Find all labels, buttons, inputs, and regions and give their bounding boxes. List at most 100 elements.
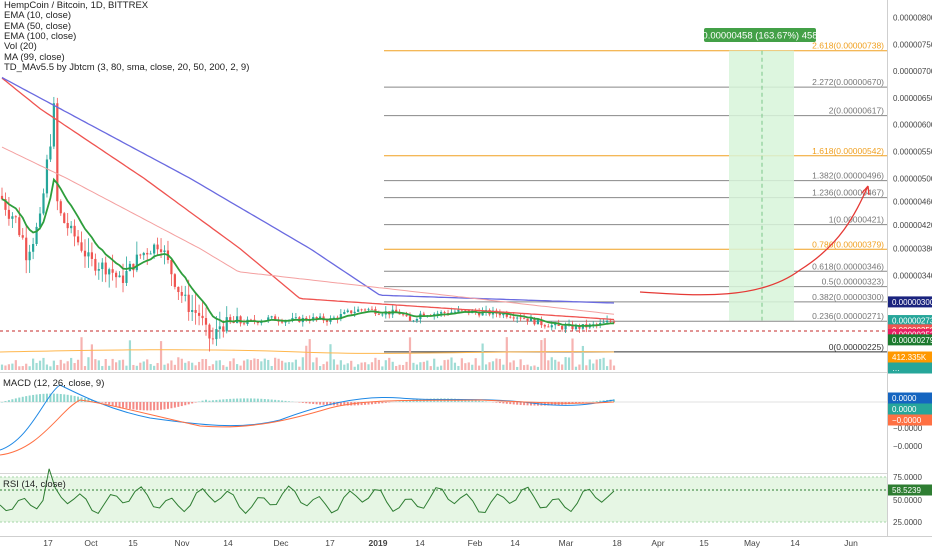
macd-histogram-bar bbox=[105, 402, 107, 404]
macd-histogram-bar bbox=[202, 401, 204, 402]
volume-bar bbox=[329, 344, 331, 370]
macd-histogram-bar bbox=[112, 402, 114, 405]
candle-body bbox=[416, 319, 418, 321]
volume-bar bbox=[46, 365, 48, 370]
rsi-tick-label: 75.0000 bbox=[893, 473, 922, 482]
time-tick-label: 15 bbox=[128, 538, 138, 548]
volume-bar bbox=[606, 366, 608, 370]
macd-badge: 0.0000 bbox=[892, 394, 917, 403]
macd-histogram-bar bbox=[170, 402, 172, 408]
price-tick-label: 0.00000380 bbox=[893, 245, 932, 254]
volume-bar bbox=[115, 362, 117, 370]
candle-body bbox=[46, 159, 48, 193]
macd-histogram-bar bbox=[381, 402, 383, 403]
fib-level-label: 0.786(0.00000379) bbox=[812, 239, 884, 249]
macd-histogram-bar bbox=[260, 399, 262, 402]
candle-body bbox=[184, 295, 186, 296]
macd-histogram-bar bbox=[132, 402, 134, 409]
candle-body bbox=[177, 287, 179, 292]
candle-body bbox=[53, 103, 55, 146]
candle-body bbox=[443, 312, 445, 313]
rsi-pane-label[interactable]: RSI (14, close) bbox=[3, 479, 66, 490]
volume-bar bbox=[309, 339, 311, 370]
volume-bar bbox=[302, 357, 304, 370]
volume-bar bbox=[215, 361, 217, 370]
macd-histogram-bar bbox=[516, 402, 518, 405]
volume-bar bbox=[271, 366, 273, 370]
candle-body bbox=[84, 251, 86, 257]
volume-bar bbox=[516, 367, 518, 370]
volume-bar bbox=[118, 360, 120, 370]
candle-body bbox=[513, 317, 515, 318]
volume-bar bbox=[105, 359, 107, 370]
candle-body bbox=[520, 318, 522, 319]
indicator-vol[interactable]: Vol (20) bbox=[4, 42, 37, 52]
candle-body bbox=[125, 271, 127, 283]
candle-body bbox=[91, 252, 93, 259]
volume-bar bbox=[191, 363, 193, 370]
volume-bar bbox=[613, 366, 615, 370]
volume-bar bbox=[326, 362, 328, 370]
candle-body bbox=[547, 326, 549, 327]
volume-bar bbox=[540, 340, 542, 370]
volume-bar bbox=[288, 362, 290, 370]
macd-histogram-bar bbox=[399, 401, 401, 402]
indicator-td-ma[interactable]: TD_MAv5.5 by Jbtcm (3, 80, sma, close, 2… bbox=[4, 63, 249, 73]
volume-bar bbox=[160, 341, 162, 370]
volume-bar bbox=[174, 365, 176, 370]
macd-histogram-bar bbox=[119, 402, 121, 407]
volume-bar bbox=[267, 360, 269, 370]
volume-bar bbox=[488, 362, 490, 370]
macd-histogram-bar bbox=[164, 402, 166, 409]
candle-body bbox=[222, 326, 224, 331]
volume-bar bbox=[447, 360, 449, 370]
time-tick-label: 17 bbox=[325, 538, 335, 548]
volume-bar bbox=[49, 366, 51, 370]
volume-bar bbox=[132, 365, 134, 370]
fib-level-label: 2.272(0.00000670) bbox=[812, 77, 884, 87]
volume-bar bbox=[333, 359, 335, 370]
candle-body bbox=[239, 316, 241, 323]
volume-bar bbox=[364, 362, 366, 370]
volume-bar bbox=[25, 364, 27, 370]
volume-bar bbox=[219, 360, 221, 370]
volume-bar bbox=[526, 365, 528, 370]
volume-bar bbox=[454, 363, 456, 370]
macd-histogram-bar bbox=[506, 402, 508, 404]
volume-bar bbox=[108, 366, 110, 370]
candle-body bbox=[354, 312, 356, 313]
macd-histogram-bar bbox=[15, 398, 17, 402]
candle-body bbox=[295, 317, 297, 318]
candle-body bbox=[215, 329, 217, 339]
candle-body bbox=[49, 147, 51, 160]
volume-bar bbox=[374, 358, 376, 370]
price-tick-label: 0.00000460 bbox=[893, 198, 932, 207]
macd-histogram-bar bbox=[246, 398, 248, 402]
candle-body bbox=[561, 326, 563, 329]
rsi-band bbox=[0, 477, 887, 522]
volume-bar bbox=[461, 358, 463, 370]
volume-bar bbox=[402, 365, 404, 370]
candle-body bbox=[609, 321, 611, 322]
volume-bar bbox=[91, 344, 93, 370]
volume-bar bbox=[181, 359, 183, 370]
volume-bar bbox=[426, 361, 428, 370]
macd-histogram-bar bbox=[267, 399, 269, 402]
macd-histogram-bar bbox=[215, 400, 217, 402]
macd-histogram-bar bbox=[191, 402, 193, 403]
macd-pane-label[interactable]: MACD (12, 26, close, 9) bbox=[3, 378, 104, 389]
volume-bar bbox=[56, 365, 58, 370]
time-tick-label: Apr bbox=[651, 538, 664, 548]
volume-bar bbox=[464, 363, 466, 370]
candle-body bbox=[499, 314, 501, 316]
fib-level-label: 0.5(0.00000323) bbox=[822, 277, 885, 287]
volume-bar bbox=[592, 363, 594, 370]
macd-histogram-bar bbox=[150, 402, 152, 410]
target-label: 0.00000458 (163.67%) 458 bbox=[702, 31, 817, 42]
macd-histogram-bar bbox=[146, 402, 148, 410]
volume-bar bbox=[98, 360, 100, 370]
macd-histogram-bar bbox=[312, 402, 314, 404]
macd-histogram-bar bbox=[271, 400, 273, 402]
